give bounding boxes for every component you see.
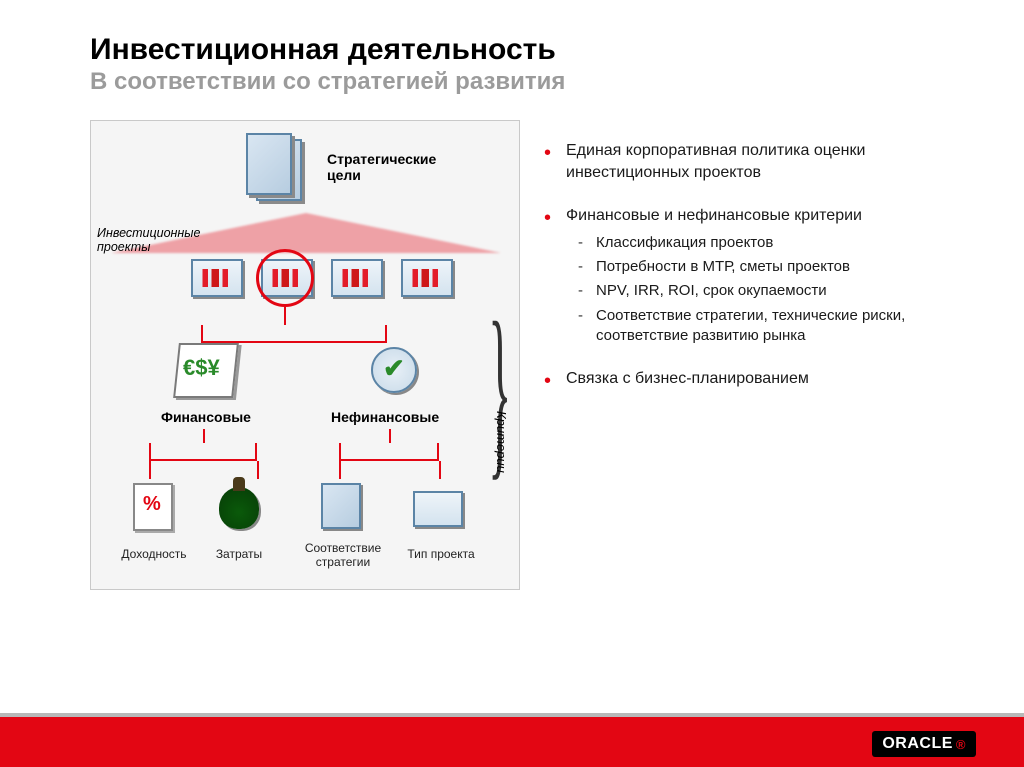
connector-fin xyxy=(203,429,205,443)
bullet-2: Финансовые и нефинансовые критерии Класс… xyxy=(544,205,976,346)
highlight-circle xyxy=(256,249,314,307)
percent-doc-icon xyxy=(133,483,173,531)
project-chart-1 xyxy=(191,259,243,297)
check-circle-icon xyxy=(371,347,417,393)
logo-text: ORACLE xyxy=(882,735,953,753)
bullet-list: Единая корпоративная политика оценки инв… xyxy=(544,120,976,590)
project-chart-4 xyxy=(401,259,453,297)
project-type-label: Тип проекта xyxy=(401,547,481,561)
bullet-2-sub-4: Соответствие стратегии, технические риск… xyxy=(578,306,976,347)
nonfinancial-label: Нефинансовые xyxy=(331,409,439,425)
slide: Инвестиционная деятельность В соответств… xyxy=(0,0,1024,767)
connector-nonfin xyxy=(389,429,391,443)
strategy-fit-label: Соответствие стратегии xyxy=(295,541,391,569)
strategy-panel-icon xyxy=(321,483,361,529)
bullet-2-sub-2: Потребности в МТР, сметы проектов xyxy=(578,257,976,277)
connector-nonfin-r xyxy=(439,461,441,479)
criteria-label: Критерии xyxy=(494,411,509,473)
content-row: Стратегические цели Инвестиционные проек… xyxy=(90,120,976,590)
money-bag-icon xyxy=(219,487,259,529)
bullet-2-sub-1: Классификация проектов xyxy=(578,233,976,253)
strategic-goals-label: Стратегические цели xyxy=(327,151,467,183)
money-symbols: €$¥ xyxy=(183,355,220,381)
page-title: Инвестиционная деятельность xyxy=(90,32,976,68)
bullet-1-text: Единая корпоративная политика оценки инв… xyxy=(566,142,865,181)
project-chart-3 xyxy=(331,259,383,297)
profitability-label: Доходность xyxy=(119,547,189,561)
project-type-chart-icon xyxy=(413,491,463,527)
connector-main xyxy=(284,307,286,325)
split-bracket-fin xyxy=(149,443,257,461)
bullet-2-sub-3: NPV, IRR, ROI, срок окупаемости xyxy=(578,281,976,301)
bullet-3: Связка с бизнес-планированием xyxy=(544,368,976,390)
page-subtitle: В соответствии со стратегией развития xyxy=(90,68,976,96)
connector-fin-l xyxy=(149,461,151,479)
title-block: Инвестиционная деятельность В соответств… xyxy=(90,32,976,96)
logo-dot-icon: ® xyxy=(956,737,966,752)
connector-nonfin-l xyxy=(339,461,341,479)
connector-fin-r xyxy=(257,461,259,479)
strategic-goals-icon xyxy=(246,133,316,213)
split-bracket-nonfin xyxy=(339,443,439,461)
bullet-2-text: Финансовые и нефинансовые критерии xyxy=(566,207,862,224)
projects-label: Инвестиционные проекты xyxy=(97,226,217,254)
financial-label: Финансовые xyxy=(161,409,251,425)
oracle-logo: ORACLE® xyxy=(872,731,976,757)
footer-bar xyxy=(0,717,1024,767)
bullet-1: Единая корпоративная политика оценки инв… xyxy=(544,140,976,183)
diagram-panel: Стратегические цели Инвестиционные проек… xyxy=(90,120,520,590)
split-bracket-top xyxy=(201,325,387,343)
costs-label: Затраты xyxy=(209,547,269,561)
bullet-3-text: Связка с бизнес-планированием xyxy=(566,370,809,387)
